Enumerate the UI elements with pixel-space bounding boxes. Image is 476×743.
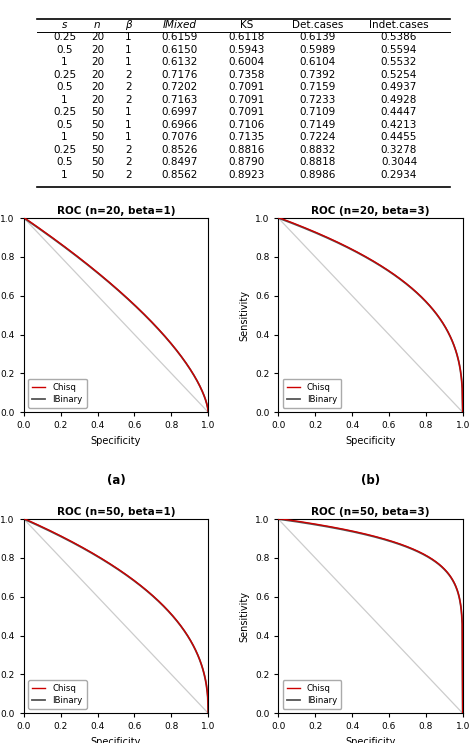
Y-axis label: Sensitivity: Sensitivity bbox=[239, 591, 249, 642]
Text: (a): (a) bbox=[107, 474, 125, 487]
X-axis label: Specificity: Specificity bbox=[90, 436, 141, 446]
Y-axis label: Sensitivity: Sensitivity bbox=[239, 290, 249, 340]
Legend: Chisq, IBinary: Chisq, IBinary bbox=[28, 379, 87, 408]
Legend: Chisq, IBinary: Chisq, IBinary bbox=[28, 680, 87, 709]
Title: ROC (n=20, beta=1): ROC (n=20, beta=1) bbox=[57, 206, 175, 215]
Text: (b): (b) bbox=[360, 474, 379, 487]
Title: ROC (n=50, beta=3): ROC (n=50, beta=3) bbox=[311, 507, 429, 517]
X-axis label: Specificity: Specificity bbox=[90, 737, 141, 743]
Title: ROC (n=50, beta=1): ROC (n=50, beta=1) bbox=[57, 507, 175, 517]
X-axis label: Specificity: Specificity bbox=[345, 737, 395, 743]
Legend: Chisq, IBinary: Chisq, IBinary bbox=[282, 379, 340, 408]
Title: ROC (n=20, beta=3): ROC (n=20, beta=3) bbox=[311, 206, 429, 215]
Legend: Chisq, IBinary: Chisq, IBinary bbox=[282, 680, 340, 709]
X-axis label: Specificity: Specificity bbox=[345, 436, 395, 446]
